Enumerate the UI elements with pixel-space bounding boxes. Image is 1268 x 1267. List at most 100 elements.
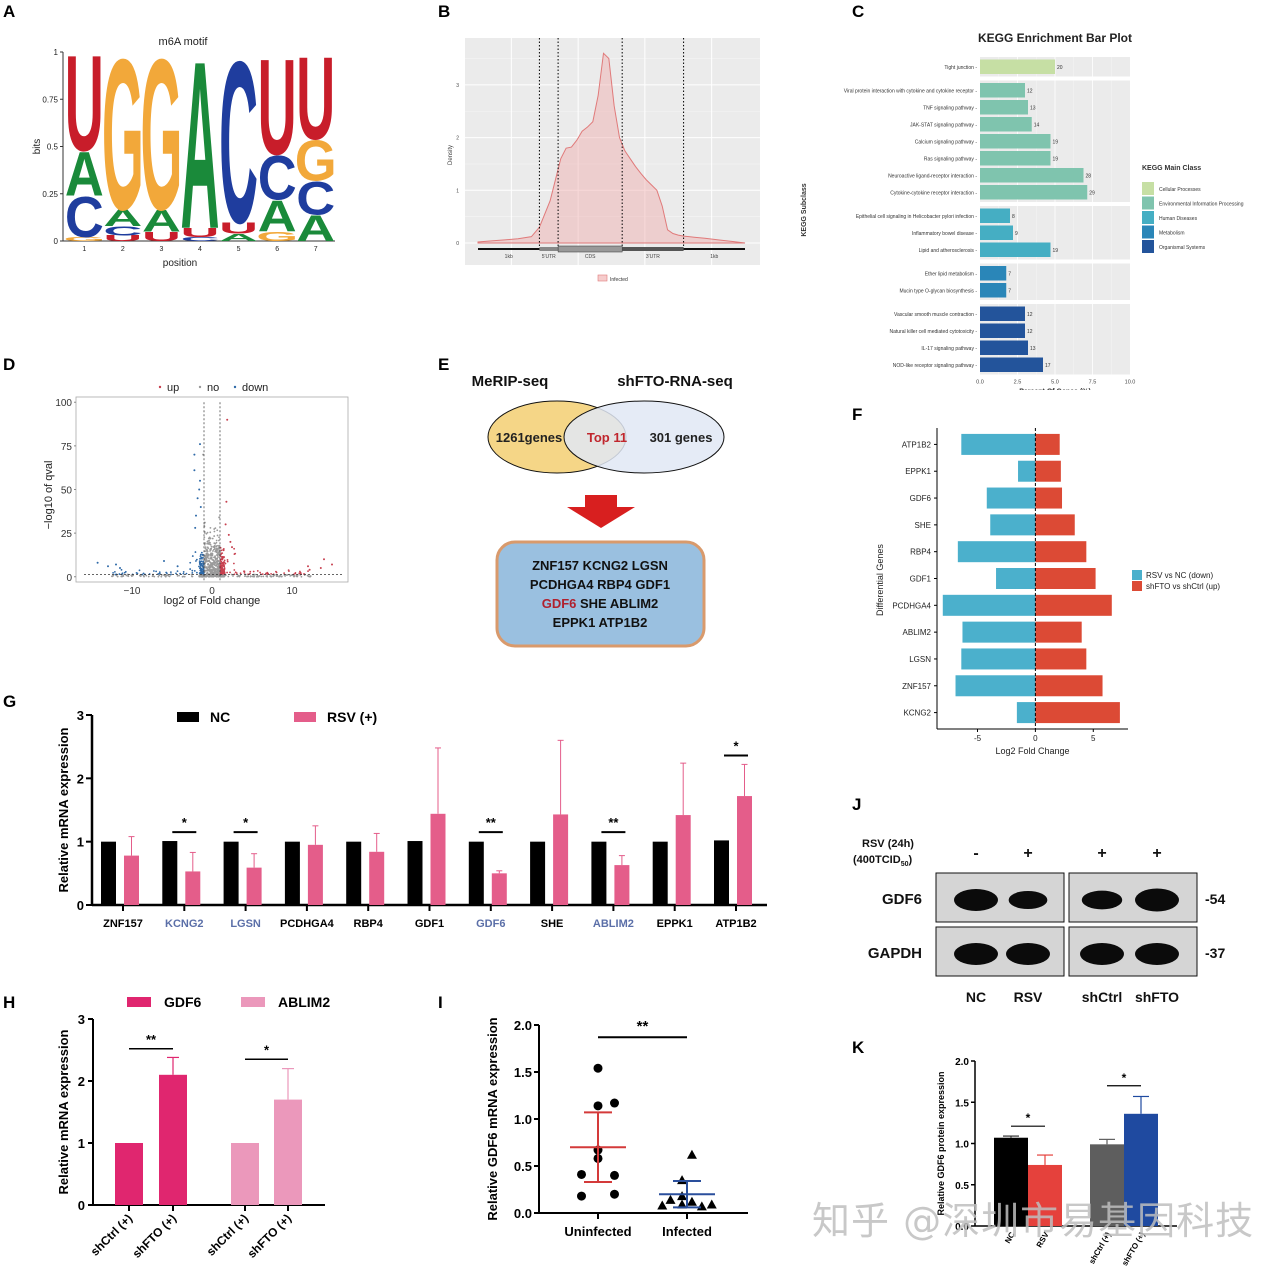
category-label: PCDHGA4 (892, 601, 931, 610)
bar-count-label: 17 (1045, 363, 1051, 369)
point-down (191, 572, 194, 574)
y-tick-label: 1.0 (514, 1112, 532, 1127)
bar (980, 83, 1025, 98)
bar-nc (284, 841, 300, 905)
point-up (226, 418, 229, 421)
point-no (130, 574, 133, 577)
legend-marker (198, 385, 202, 389)
point-no (215, 545, 218, 548)
point-no (116, 575, 119, 578)
x-tick-label: 10 (286, 586, 298, 597)
legend-marker (158, 385, 162, 389)
gdf6-scatter-chart: 0.0 0.5 1.0 1.5 2.0 Relative GDF6 mRNA expres… (485, 1017, 748, 1239)
logo-letter-A: A (219, 232, 258, 244)
point-no (273, 573, 276, 576)
y-axis-label: −log10 of qval (43, 461, 55, 530)
point-no (213, 571, 216, 574)
segment-label: 1kb (505, 254, 513, 260)
point-up (283, 572, 286, 575)
gene-name: LGSN (628, 558, 668, 573)
bar (159, 1074, 187, 1205)
bar-rsv (307, 844, 323, 905)
point-no (212, 550, 214, 552)
logo-letter-G: G (63, 236, 105, 242)
y-tick-label: 0.5 (955, 1181, 969, 1192)
point-no (167, 575, 170, 577)
point-no (203, 536, 206, 539)
point-up (223, 556, 226, 558)
bar (980, 208, 1010, 223)
protein-band (954, 943, 998, 965)
bar (980, 242, 1051, 257)
point-no (230, 573, 233, 576)
point-down (201, 571, 204, 573)
point-no (218, 536, 220, 539)
point-down (152, 570, 155, 572)
point-down (191, 555, 194, 557)
point-no (309, 575, 312, 577)
point-no (214, 555, 216, 558)
bar (231, 1143, 259, 1205)
chart-title: m6A motif (159, 36, 209, 48)
bar (980, 134, 1051, 149)
legend-swatch (1142, 240, 1154, 253)
y-tick-label: 2 (456, 136, 459, 142)
data-point (677, 1175, 688, 1185)
bar-rsv (369, 851, 385, 905)
panel-label-b: B (438, 2, 451, 21)
legend-swatch (597, 274, 608, 282)
point-no (218, 539, 220, 542)
point-up (307, 565, 309, 568)
diverging-bar-chart: ATP1B2 EPPK1 GDF6 SHE RBP4 GDF1 PCDHGA4 ABLIM2 L… (875, 428, 1220, 756)
bar-nc (652, 841, 668, 905)
point-up (239, 572, 242, 575)
y-tick-label: 3 (77, 708, 84, 723)
bar (1028, 1164, 1062, 1226)
bar-count-label: 29 (1089, 190, 1095, 196)
y-tick-label: 1.5 (955, 1098, 969, 1109)
point-no (127, 575, 130, 578)
point-down (199, 555, 202, 558)
panel-label-d: D (3, 355, 16, 374)
gene-list-line: GDF6 SHE ABLIM2 (542, 596, 659, 611)
treatment-sign: + (1023, 845, 1032, 862)
point-no (216, 529, 219, 532)
point-no (292, 574, 295, 577)
y-tick-label: 0 (78, 1198, 85, 1213)
point-no (216, 554, 219, 557)
category-label: Viral protein interaction with cytokine … (844, 88, 978, 94)
point-down (199, 479, 201, 482)
bar (1124, 1113, 1158, 1226)
bar-down (996, 568, 1036, 589)
x-tick-label: 5.0 (1051, 380, 1059, 386)
point-up (275, 570, 277, 573)
point-down (166, 572, 168, 575)
y-tick-label: 1.5 (514, 1065, 532, 1080)
point-down (142, 572, 145, 575)
point-no (218, 574, 220, 577)
y-axis-label: Differential Genes (875, 544, 885, 616)
protein-label: GDF6 (882, 891, 922, 908)
treatment-dose-label: (400TCID50) (853, 854, 912, 868)
point-up (229, 540, 232, 543)
bar (1090, 1144, 1124, 1226)
point-down (120, 568, 123, 571)
legend-swatch (294, 712, 316, 722)
point-no (212, 546, 215, 548)
legend-label: down (242, 382, 268, 394)
gene-name: ABLIM2 (607, 596, 659, 611)
significance-label: ** (637, 1018, 649, 1035)
point-no (217, 547, 220, 550)
point-no (204, 546, 207, 549)
gene-name: SHE (576, 596, 607, 611)
bar-rsv (737, 796, 752, 905)
panel-label-a: A (3, 2, 16, 21)
category-label: Vascular smooth muscle contraction - (894, 312, 977, 318)
point-no (204, 560, 207, 562)
point-no (208, 539, 210, 542)
point-no (191, 575, 193, 578)
point-down (196, 497, 199, 500)
bar (980, 266, 1007, 281)
point-down (163, 560, 165, 563)
point-no (145, 574, 148, 577)
